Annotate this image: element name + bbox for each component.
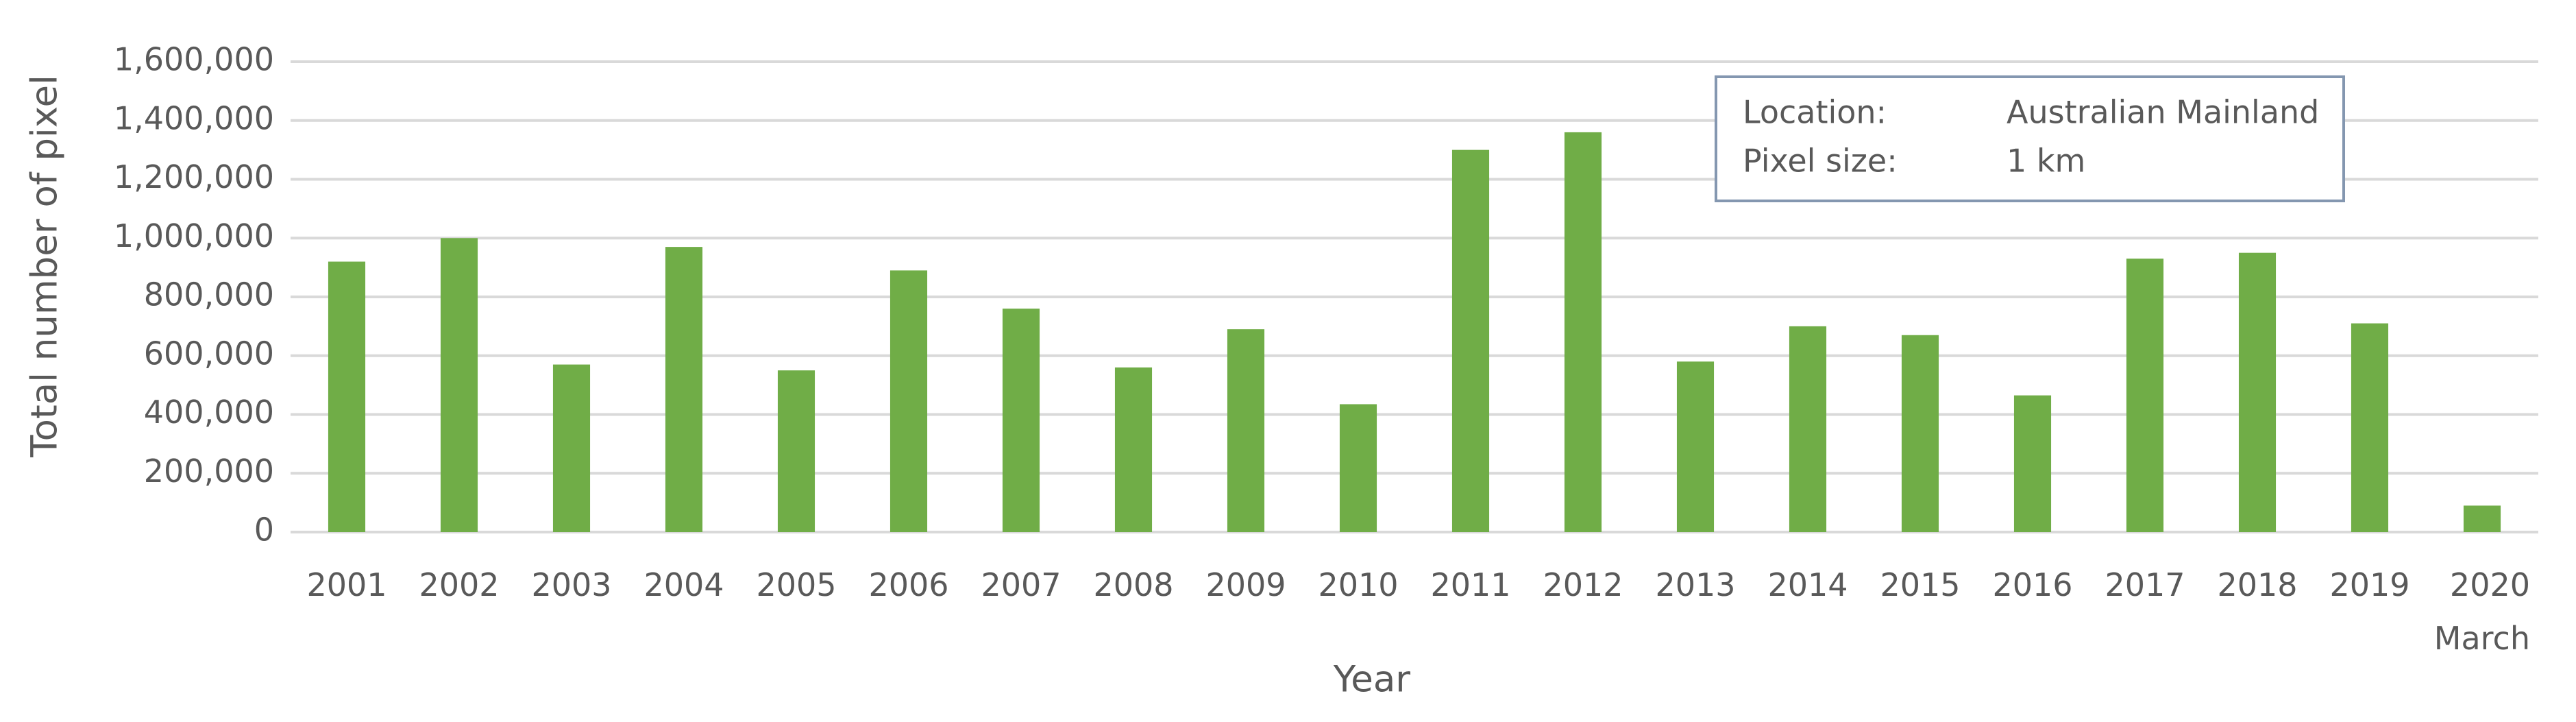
x-tick-label: 2009 — [1205, 566, 1286, 603]
bar — [890, 270, 928, 532]
y-tick-label: 1,600,000 — [114, 41, 274, 78]
bar — [1451, 149, 1490, 532]
bar — [2351, 323, 2389, 532]
bar — [1901, 335, 1939, 532]
y-tick-label: 0 — [254, 512, 274, 549]
x-tick-label: 2004 — [643, 566, 724, 603]
bar — [1564, 132, 1602, 532]
x-tick-label: 2017 — [2105, 566, 2185, 603]
x-tick-label: 2013 — [1655, 566, 1736, 603]
bar — [2238, 252, 2277, 532]
y-tick-label: 800,000 — [144, 276, 274, 313]
x-tick-label: 2003 — [531, 566, 612, 603]
bar — [552, 364, 591, 532]
y-tick-label: 1,200,000 — [114, 158, 274, 195]
y-tick-label: 1,400,000 — [114, 99, 274, 136]
x-tick-label: 2010 — [1318, 566, 1399, 603]
x-tick-label: 2001 — [306, 566, 387, 603]
x-tick-label: 2018 — [2217, 566, 2298, 603]
x-tick-label: 2012 — [1543, 566, 1623, 603]
bar — [2126, 258, 2164, 532]
x-tick-label: 2006 — [868, 566, 949, 603]
x-tick-label: 2008 — [1093, 566, 1174, 603]
bar — [440, 238, 478, 532]
annotation-text: Australian Mainland — [2007, 94, 2319, 131]
x-tick-label: 2007 — [981, 566, 1062, 603]
x-tick-label: 2011 — [1430, 566, 1511, 603]
bar — [665, 247, 703, 532]
bar — [2013, 395, 2052, 532]
x-tick-label: 2020 March — [2433, 566, 2530, 657]
x-tick-label: 2019 — [2329, 566, 2410, 603]
y-tick-label: 200,000 — [144, 453, 274, 490]
bar — [1002, 309, 1040, 532]
x-tick-label: 2015 — [1880, 566, 1961, 603]
x-axis-title: Year — [1333, 659, 1410, 701]
x-tick-label: 2016 — [1992, 566, 2073, 603]
y-tick-label: 400,000 — [144, 394, 274, 431]
annotation-text: 1 km — [2007, 143, 2085, 180]
bar — [1789, 326, 1827, 532]
bar — [1114, 367, 1153, 532]
annotation-text: Location: — [1743, 94, 1887, 131]
bar — [1676, 361, 1715, 532]
bar — [2463, 505, 2501, 532]
x-tick-label: 2005 — [756, 566, 837, 603]
bar — [1339, 404, 1377, 532]
x-tick-label: 2002 — [419, 566, 500, 603]
y-tick-label: 600,000 — [144, 335, 274, 372]
bar — [1227, 329, 1265, 532]
bar — [328, 261, 366, 532]
x-tick-label: 2014 — [1767, 566, 1848, 603]
bar — [777, 370, 815, 532]
y-tick-label: 1,000,000 — [114, 217, 274, 254]
y-axis-title: Total number of pixel — [24, 75, 66, 458]
annotation-box — [1715, 75, 2345, 202]
annotation-text: Pixel size: — [1743, 143, 1898, 180]
